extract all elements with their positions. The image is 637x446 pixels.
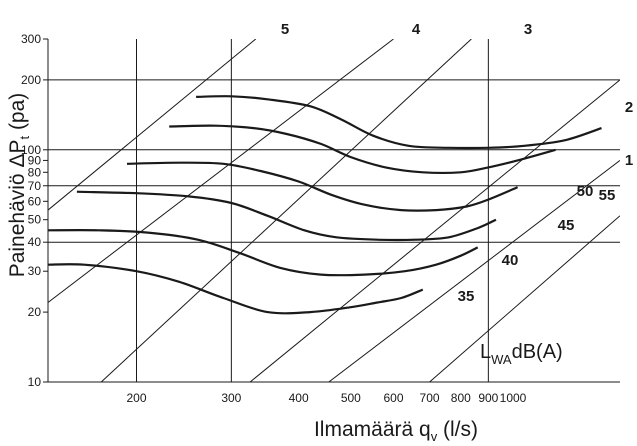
damper-line-2 — [249, 79, 620, 382]
sound-curve-35 — [48, 263, 424, 315]
y-tick-label-300: 300 — [21, 32, 41, 46]
y-tick-label-70: 70 — [28, 179, 42, 193]
damper-label-3: 3 — [524, 21, 532, 38]
x-tick-label-500: 500 — [341, 391, 361, 405]
y-tick-label-90: 90 — [28, 153, 42, 167]
y-axis-title-unit: (pa) — [6, 93, 29, 136]
damper-label-5: 5 — [281, 21, 289, 38]
sound-label-45: 45 — [558, 217, 575, 234]
sound-curve-40 — [48, 229, 479, 277]
damper-lines — [48, 39, 620, 382]
sound-label-40: 40 — [502, 252, 519, 269]
sound-power-note: LWAdB(A) — [480, 341, 563, 367]
damper-label-2: 2 — [625, 99, 633, 116]
y-tick-label-40: 40 — [28, 235, 42, 249]
x-tick-label-300: 300 — [221, 391, 241, 405]
y-tick-label-100: 100 — [21, 143, 41, 157]
damper-label-4: 4 — [412, 21, 421, 38]
sound-curve-55 — [169, 124, 556, 174]
sound-label-50: 50 — [577, 183, 594, 200]
sound-curve-50 — [126, 161, 519, 212]
y-axis-title: Painehäviö ΔPt (pa) — [6, 93, 32, 278]
damper-label-1: 1 — [625, 152, 633, 169]
x-tick-label-900: 900 — [478, 391, 498, 405]
damper-line-unlabeled-5 — [429, 215, 620, 382]
damper-line-5 — [48, 39, 257, 211]
sound-power-note-subscript: WA — [491, 352, 512, 367]
y-tick-label-50: 50 — [28, 213, 42, 227]
sound-power-note-unit: dB(A) — [512, 341, 563, 363]
x-tick-label-800: 800 — [451, 391, 471, 405]
damper-line-1 — [328, 160, 620, 382]
x-tick-label-200: 200 — [126, 391, 146, 405]
y-tick-label-30: 30 — [28, 264, 42, 278]
grid — [48, 39, 620, 382]
y-tick-label-80: 80 — [28, 165, 42, 179]
x-axis-title-subscript: v — [431, 429, 438, 444]
x-tick-label-600: 600 — [383, 391, 403, 405]
sound-label-35: 35 — [458, 288, 475, 305]
damper-line-4 — [48, 39, 394, 303]
x-tick-label-700: 700 — [420, 391, 440, 405]
sound-curve-1 — [196, 95, 602, 150]
x-tick-label-400: 400 — [289, 391, 309, 405]
x-axis-title: Ilmamäärä qv (l/s) — [314, 418, 478, 444]
y-tick-label-10: 10 — [28, 375, 42, 389]
x-tick-labels: 200 300 400 500 600 700 800 900 1000 — [126, 391, 526, 405]
x-axis-title-unit: (l/s) — [437, 418, 478, 441]
sound-label-55: 55 — [599, 187, 616, 204]
damper-line-3 — [100, 39, 472, 382]
sound-curve-45 — [76, 190, 497, 242]
plot-frame — [47, 39, 620, 383]
y-tick-label-60: 60 — [28, 194, 42, 208]
x-tick-label-1000: 1000 — [500, 391, 527, 405]
sound-level-curves — [48, 95, 602, 315]
y-axis-title-subscript: t — [17, 136, 32, 140]
y-tick-label-200: 200 — [21, 73, 41, 87]
y-tick-label-20: 20 — [28, 305, 42, 319]
